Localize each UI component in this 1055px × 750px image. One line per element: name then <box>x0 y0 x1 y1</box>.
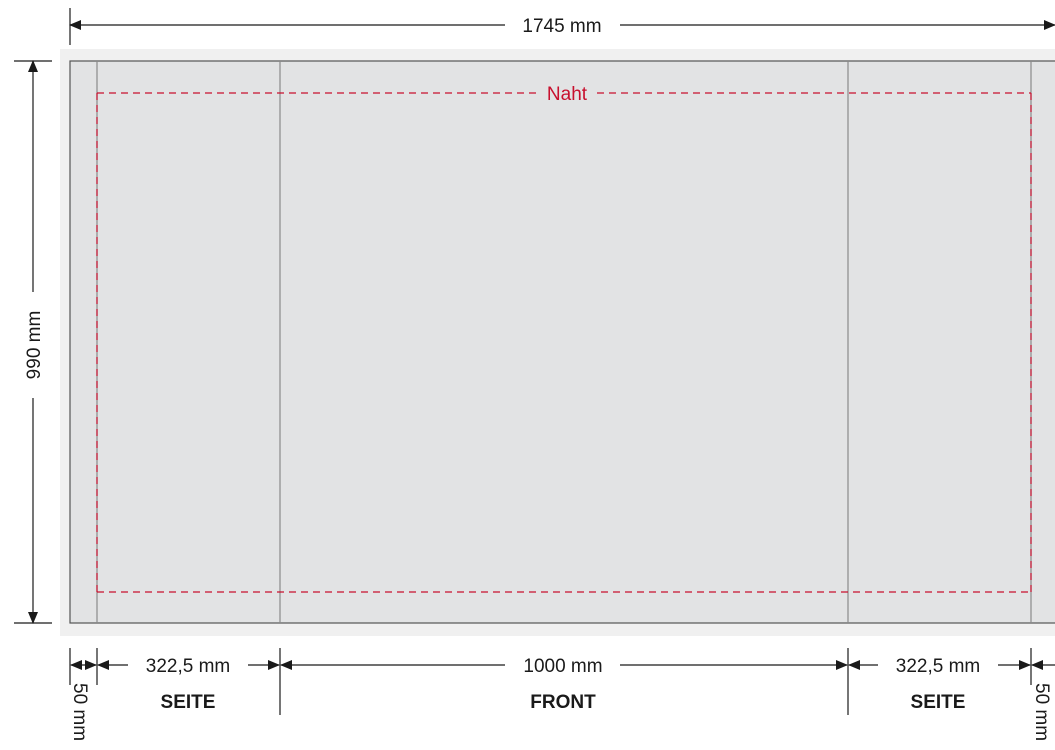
banner-panel <box>69 60 1055 624</box>
total-width-label: 1745 mm <box>522 16 601 37</box>
seam-label: Naht <box>547 84 588 105</box>
left-margin-label: 50 mm <box>69 683 90 741</box>
right-side-width-label: 322,5 mm <box>896 656 980 677</box>
right-margin-label: 50 mm <box>1031 683 1052 741</box>
right-side-panel-label: SEITE <box>911 692 966 713</box>
front-width-label: 1000 mm <box>523 656 602 677</box>
front-panel-label: FRONT <box>530 692 596 713</box>
seam-line <box>96 92 1032 593</box>
left-side-width-label: 322,5 mm <box>146 656 230 677</box>
left-side-panel-label: SEITE <box>161 692 216 713</box>
total-height-label: 990 mm <box>24 311 45 380</box>
